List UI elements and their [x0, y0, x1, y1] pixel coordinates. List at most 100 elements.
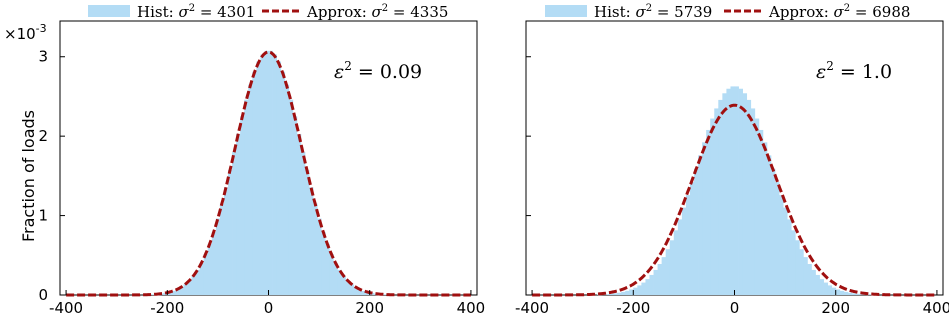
right-hist-bar-30 [718, 99, 723, 295]
left-hist-bar-47 [337, 269, 342, 295]
left-hist-bar-13 [199, 262, 205, 295]
left-legend-approx-label: Approx: σ2 = 4335 [306, 3, 448, 21]
right-x-tick-label-0: 0 [730, 299, 740, 317]
right-hist-bar-32 [726, 88, 731, 296]
left-y-tick-label-0: 0 [38, 286, 48, 304]
right-hist-bar-38 [750, 108, 756, 295]
left-hist-bar-30 [268, 50, 273, 296]
right-hist-bar-10 [637, 285, 642, 295]
y-multiplier-exponent: -3 [36, 22, 47, 35]
left-hist-bar-24 [244, 99, 249, 296]
left-hist-bar-22 [236, 134, 241, 295]
right-hist-bar-46 [783, 207, 788, 295]
left-x-tick-label-200: 200 [355, 299, 384, 317]
right-hist-bar-52 [807, 264, 812, 295]
y-axis-label: Fraction of loads [19, 110, 38, 242]
left-legend-hist-swatch [88, 5, 130, 17]
right-hist-bar-33 [730, 86, 735, 295]
left-hist-bar-34 [284, 84, 290, 295]
left-hist-bar-36 [292, 116, 298, 296]
left-hist-bar-15 [207, 243, 213, 295]
right-hist-bar-5 [617, 292, 622, 295]
left-histogram [147, 50, 391, 296]
left-x-tick-label--200: -200 [150, 299, 184, 317]
left-panel: -400 -200 0 200 400 0 1 2 3 Hist: σ2 = 4301 App… [38, 3, 485, 317]
left-hist-bar-45 [329, 254, 334, 295]
left-hist-bar-12 [195, 269, 201, 295]
left-hist-bar-32 [276, 61, 282, 295]
right-hist-bar-50 [799, 249, 804, 295]
right-hist-bar-53 [811, 269, 816, 295]
left-hist-bar-9 [183, 284, 188, 295]
right-hist-bar-22 [685, 195, 691, 295]
right-hist-bar-41 [762, 142, 768, 295]
right-epsilon-annotation: ε2 = 1.0 [816, 59, 892, 83]
left-approx-curve [66, 50, 471, 297]
right-hist-bar-56 [823, 282, 829, 295]
right-hist-bar-6 [621, 291, 626, 295]
right-hist-bar-40 [758, 129, 764, 295]
left-hist-bar-11 [191, 275, 197, 295]
left-hist-bar-6 [171, 290, 176, 295]
right-hist-bar-19 [673, 230, 679, 295]
right-hist-bar-61 [843, 291, 849, 295]
left-epsilon-annotation: ε2 = 0.09 [334, 59, 422, 83]
right-hist-bar-27 [706, 129, 711, 295]
left-hist-bar-20 [228, 170, 233, 295]
left-y-tick-label-3: 3 [38, 48, 48, 66]
left-hist-bar-40 [308, 187, 314, 295]
right-y-ticks [526, 56, 531, 296]
left-hist-bar-19 [223, 187, 229, 295]
left-hist-bar-48 [341, 275, 346, 295]
right-hist-bar-36 [742, 93, 748, 296]
right-approx-curve [532, 103, 937, 297]
left-hist-bar-8 [179, 287, 184, 295]
left-hist-bar-7 [175, 289, 180, 295]
right-hist-bar-51 [803, 257, 808, 295]
left-hist-bar-23 [240, 116, 245, 296]
left-legend: Hist: σ2 = 4301 Approx: σ2 = 4335 [88, 3, 448, 21]
right-hist-bar-34 [734, 86, 739, 295]
left-x-ticks: -400 -200 0 200 400 [49, 290, 485, 317]
right-hist-bar-13 [649, 274, 654, 295]
left-hist-bar-10 [187, 280, 192, 295]
right-legend: Hist: σ2 = 5739 Approx: σ2 = 6988 [545, 3, 910, 21]
right-x-tick-label--400: -400 [515, 299, 549, 317]
right-hist-bar-47 [787, 219, 792, 295]
right-hist-bar-29 [714, 108, 719, 295]
right-hist-bar-9 [633, 287, 638, 295]
y-multiplier: ×10-3 [4, 22, 47, 43]
left-hist-bar-31 [272, 54, 277, 295]
right-hist-bar-28 [710, 118, 715, 295]
right-x-tick-label-400: 400 [923, 299, 949, 317]
left-hist-bar-25 [248, 84, 253, 295]
left-x-tick-label--400: -400 [49, 299, 83, 317]
right-hist-bar-63 [851, 293, 857, 295]
left-hist-bar-43 [321, 231, 326, 295]
right-hist-bar-4 [613, 293, 618, 295]
left-hist-bar-41 [313, 203, 318, 295]
right-approx-line [532, 103, 937, 297]
right-hist-bar-25 [698, 155, 703, 295]
left-y-ticks: 0 1 2 3 [38, 48, 65, 304]
right-hist-bar-54 [815, 274, 820, 295]
right-hist-bar-26 [702, 142, 707, 295]
right-hist-bar-16 [661, 257, 667, 295]
right-hist-bar-42 [766, 155, 772, 295]
left-hist-bar-18 [219, 203, 225, 295]
right-hist-bar-48 [791, 230, 796, 295]
left-hist-bar-37 [296, 134, 302, 295]
right-hist-bar-60 [839, 290, 845, 295]
left-hist-bar-46 [333, 262, 338, 295]
left-hist-bar-50 [349, 284, 354, 295]
right-hist-bar-58 [831, 287, 837, 295]
left-hist-bar-16 [211, 231, 217, 295]
left-x-tick-label-0: 0 [264, 299, 274, 317]
left-x-tick-label-400: 400 [457, 299, 486, 317]
left-y-tick-label-1: 1 [38, 207, 48, 225]
right-histogram [596, 86, 873, 296]
right-hist-bar-37 [746, 99, 752, 295]
left-approx-line [66, 50, 471, 297]
right-hist-bar-2 [604, 294, 610, 295]
